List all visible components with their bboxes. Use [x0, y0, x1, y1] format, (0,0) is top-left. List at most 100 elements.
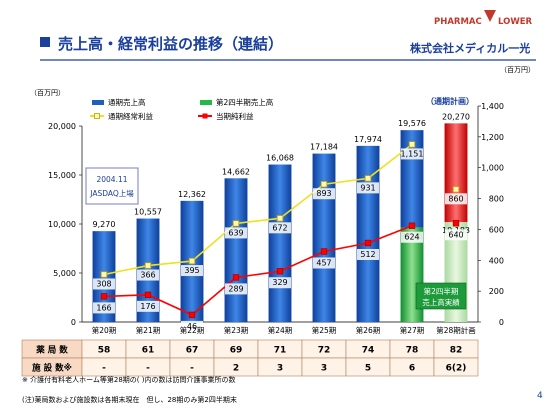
net-profit-label: 46	[187, 322, 197, 331]
ordinary-profit-label: 308	[96, 279, 111, 288]
table-cell-value: 58	[98, 346, 111, 356]
store-count-table: 薬 局 数 58 61 67 69 71 72 74 78 82 施 設 数※ - - - 2 3 3 5 6 6(2…	[21, 339, 479, 377]
q2-actual-line2: 売上高実績	[422, 297, 460, 307]
ordinary-profit-label: 639	[228, 228, 243, 237]
bar-sales-label: 14,662	[222, 167, 250, 176]
right-tick-label: 1,400	[481, 102, 504, 111]
left-tick-label: 20,000	[48, 122, 76, 131]
net-profit-label-bg	[445, 229, 467, 241]
category-label: 第21期	[136, 325, 161, 335]
net-profit-label-bg	[269, 277, 291, 289]
q2-actual-line1: 第2四半期	[424, 286, 459, 296]
page-number: 4	[537, 391, 543, 401]
table-cell-value: 67	[186, 346, 199, 356]
net-profit-marker	[320, 248, 328, 255]
net-profit-marker	[144, 291, 152, 299]
logo-text: PHARMAC	[434, 17, 482, 27]
ordinary-profit-label: 1,151	[401, 149, 424, 158]
table-cell-value: -	[190, 364, 194, 374]
right-tick-label: 200	[489, 287, 504, 296]
net-profit-marker	[100, 293, 108, 300]
ordinary-profit-label-bg	[93, 278, 115, 290]
net-profit-label: 289	[228, 284, 243, 293]
ordinary-profit-label-bg	[445, 193, 467, 205]
ordinary-profit-label-bg	[401, 148, 423, 160]
net-profit-marker	[188, 311, 196, 319]
ordinary-profit-label-bg	[313, 188, 335, 200]
left-unit-label: （百万円）	[30, 89, 65, 97]
right-tick-label: 600	[489, 225, 504, 234]
bar-sales	[312, 153, 336, 322]
jasdaq-box	[85, 167, 139, 205]
table-cell-value: 6(2)	[446, 364, 467, 374]
table-cell-value: 78	[406, 346, 419, 356]
category-label: 第20期	[92, 325, 117, 335]
table-row-label: 施 設 数※	[32, 363, 72, 374]
bar-sales-label: 17,974	[354, 135, 382, 144]
net-profit-label-bg	[93, 302, 115, 314]
legend-swatch-sales	[92, 100, 104, 105]
right-axis: 0 200 400 600 800 1,000 1,200 1,400	[477, 102, 504, 327]
ordinary-profit-label-bg	[225, 227, 247, 239]
net-profit-label-bg	[313, 257, 335, 269]
ordinary-profit-marker	[320, 181, 328, 188]
table-cell-value: 69	[230, 346, 243, 356]
right-unit-label: （百万円）	[500, 66, 535, 74]
legend-label-q2-sales: 第2四半期売上高	[216, 97, 274, 107]
ordinary-profit-label-bg	[357, 182, 379, 194]
category-label: 第23期	[224, 325, 249, 335]
jasdaq-callout: 2004.11 JASDAQ上場	[85, 167, 139, 205]
net-profit-label-bg	[225, 283, 247, 295]
ordinary-profit-label: 672	[272, 223, 287, 232]
ordinary-profit-label: 931	[360, 183, 375, 192]
legend-swatch-q2-sales	[200, 100, 212, 105]
bar-sales	[224, 178, 248, 322]
right-tick-label: 0	[499, 318, 504, 327]
logo: PHARMAC LOWER	[434, 10, 533, 27]
table-cell-value: 72	[318, 346, 331, 356]
footnote-2: (注)薬局数および施設数は各期末現在 但し、28期のみ第2四半期末	[22, 395, 237, 404]
plan-label: （通期計画）	[426, 96, 474, 106]
net-profit-label: 512	[360, 250, 375, 259]
table-cell-value: 61	[142, 346, 155, 356]
lines	[100, 141, 460, 319]
net-profit-label-bg	[401, 231, 423, 243]
logo-text-2: LOWER	[498, 17, 533, 27]
net-profit-marker	[232, 274, 240, 281]
ordinary-profit-marker	[408, 141, 416, 148]
legend-marker-net	[202, 113, 208, 119]
ordinary-profit-marker	[364, 175, 372, 182]
bar-sales-label: 12,362	[178, 190, 206, 199]
net-profit-marker	[408, 222, 416, 229]
net-profit-line	[103, 224, 413, 316]
data-labels: 9,270 10,557 12,362 14,662 16,068 17,184 17,97…	[93, 112, 470, 332]
category-label: 第24期	[268, 325, 293, 335]
ordinary-profit-marker	[232, 220, 240, 227]
title-marker	[40, 37, 50, 47]
net-profit-marker	[364, 239, 372, 247]
category-label: 第26期	[356, 325, 381, 335]
header: 売上高・経常利益の推移（連結） PHARMAC LOWER 株式会社メディカル一…	[40, 10, 536, 61]
category-label: 第25期	[312, 325, 337, 335]
table-cell-value: 5	[365, 364, 371, 374]
page-title: 売上高・経常利益の推移（連結）	[58, 35, 283, 53]
bar-sales-label: 9,270	[93, 220, 116, 229]
flower-icon	[484, 10, 496, 22]
category-labels: 第20期 第21期 第22期 第23期 第24期 第25期 第26期 第27期 第28期計画	[92, 325, 476, 335]
right-tick-label: 400	[489, 256, 504, 265]
net-profit-marker	[452, 220, 460, 227]
left-tick-label: 15,000	[48, 171, 76, 180]
ordinary-profit-label: 395	[184, 266, 199, 275]
ordinary-profit-marker	[276, 215, 284, 222]
right-tick-label: 1,000	[481, 164, 504, 173]
ordinary-profit-label: 366	[140, 271, 155, 280]
combo-chart: 0 5,000 10,000 15,000 20,000 0 200 400 600 800 1,…	[48, 102, 504, 335]
ordinary-profit-label-bg	[137, 269, 159, 281]
table-cell-value: 2	[233, 364, 239, 374]
left-tick-label: 5,000	[53, 269, 76, 278]
table-cell-value: 3	[277, 364, 283, 374]
category-label: 第27期	[400, 325, 425, 335]
ordinary-profit-label-bg	[181, 265, 203, 277]
bar-sales-label: 17,184	[310, 143, 338, 152]
